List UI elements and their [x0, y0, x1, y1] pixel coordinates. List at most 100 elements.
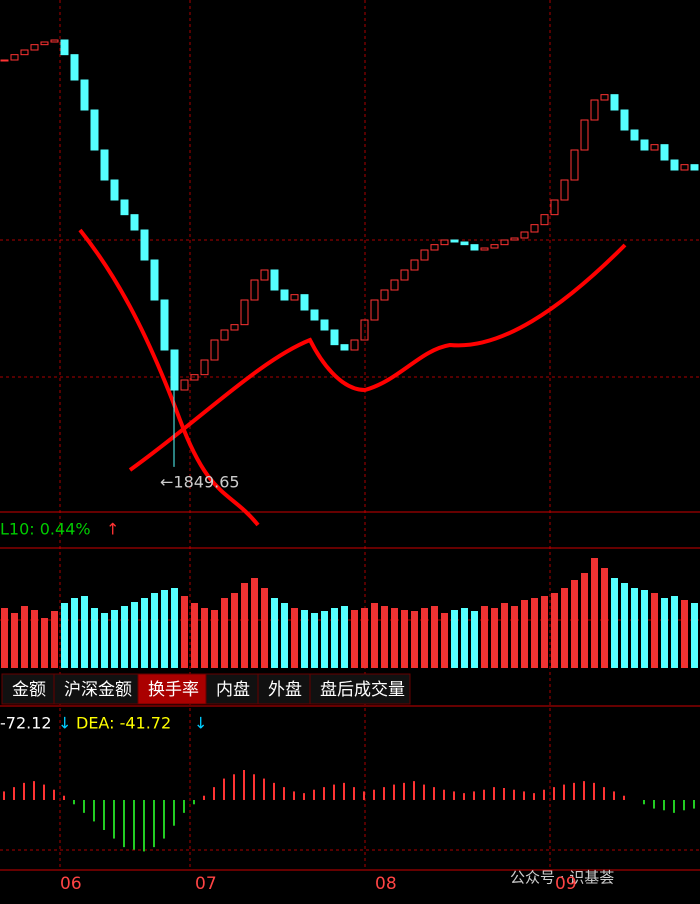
candle: [110, 179, 119, 201]
low-label: ←1849.65: [160, 473, 240, 492]
watermark: 公众号 · 识基荟: [510, 869, 614, 887]
candle: [130, 214, 139, 231]
tab-label[interactable]: 盘后成交量: [320, 680, 405, 700]
tab[interactable]: [53, 673, 139, 705]
candle: [670, 159, 679, 171]
volume-bar: [551, 593, 558, 668]
x-tick-label: 08: [375, 874, 397, 894]
panel-borders: [0, 511, 700, 871]
volume-bar: [131, 602, 138, 668]
candle: [30, 44, 39, 51]
candle: [690, 164, 699, 171]
candle: [430, 244, 439, 251]
dea-label: DEA: -41.72: [76, 714, 171, 733]
volume-bar: [401, 610, 408, 668]
candle: [520, 231, 529, 239]
volume-bar: [291, 608, 298, 668]
volume-bar: [341, 606, 348, 668]
candle: [200, 359, 209, 376]
candle: [550, 199, 559, 216]
volume-bar: [251, 578, 258, 668]
candle: [170, 349, 179, 391]
candle: [580, 119, 589, 151]
volume-label: L10: 0.44%: [0, 520, 91, 539]
volume-bar: [51, 611, 58, 668]
volume-arrow: ↑: [106, 520, 119, 539]
candle: [220, 329, 229, 341]
volume-bar: [111, 610, 118, 668]
volume-bar: [601, 568, 608, 668]
volume-bar: [61, 603, 68, 668]
tab-label[interactable]: 外盘: [268, 680, 302, 700]
candle: [20, 49, 29, 56]
volume-bar: [411, 611, 418, 668]
volume-bar: [541, 596, 548, 668]
candle: [0, 59, 9, 62]
volume-bar: [151, 593, 158, 668]
candle: [370, 299, 379, 321]
volume-bar: [501, 603, 508, 668]
tab[interactable]: [257, 673, 311, 705]
tab-label[interactable]: 金额: [12, 680, 46, 700]
candle: [50, 39, 59, 43]
volume-bar: [91, 608, 98, 668]
tab-label[interactable]: 沪深金额: [64, 680, 132, 700]
volume-bar: [481, 606, 488, 668]
candle: [340, 344, 349, 351]
candle: [380, 289, 389, 301]
candle: [100, 149, 109, 181]
volume-bar: [171, 588, 178, 668]
candle: [570, 149, 579, 181]
candle: [150, 259, 159, 301]
volume-bar: [21, 606, 28, 668]
volume-bar: [141, 598, 148, 668]
volume-bar: [181, 596, 188, 668]
tab[interactable]: [309, 673, 411, 705]
volume-bar: [201, 608, 208, 668]
tab-label[interactable]: 换手率: [148, 680, 199, 700]
candle: [250, 279, 259, 301]
volume-bar: [461, 608, 468, 668]
candle: [390, 279, 399, 291]
volume-bar: [211, 610, 218, 668]
candle: [480, 247, 489, 251]
candle: [610, 94, 619, 111]
candle: [500, 239, 509, 246]
tab-label[interactable]: 内盘: [216, 680, 250, 700]
volume-bar: [121, 606, 128, 668]
volume-bar: [631, 588, 638, 668]
candle: [40, 41, 49, 46]
candle: [590, 99, 599, 121]
volume-bar: [351, 610, 358, 668]
candle: [560, 179, 569, 201]
candle: [180, 379, 189, 391]
volume-bar: [301, 610, 308, 668]
dif-label: -72.12: [0, 714, 52, 733]
volume-bar: [571, 580, 578, 668]
candle: [310, 309, 319, 321]
grid: [0, 0, 700, 870]
volume-bar: [621, 583, 628, 668]
candle: [240, 299, 249, 326]
volume-bar: [31, 610, 38, 668]
volume-bar: [491, 608, 498, 668]
candle: [450, 239, 459, 243]
candle: [360, 319, 369, 341]
candle: [660, 144, 669, 161]
candle: [650, 144, 659, 151]
volume-bar: [651, 593, 658, 668]
volume-bar: [361, 608, 368, 668]
dea-arrow: ↓: [194, 714, 207, 733]
x-tick-label: 09: [555, 874, 577, 894]
x-tick-label: 06: [60, 874, 82, 894]
tab[interactable]: [205, 673, 259, 705]
volume-bar: [231, 593, 238, 668]
tab[interactable]: [1, 673, 55, 705]
candle: [640, 139, 649, 151]
candle: [440, 239, 449, 246]
volume-bar: [431, 606, 438, 668]
volume-bar: [221, 598, 228, 668]
candle: [190, 374, 199, 381]
